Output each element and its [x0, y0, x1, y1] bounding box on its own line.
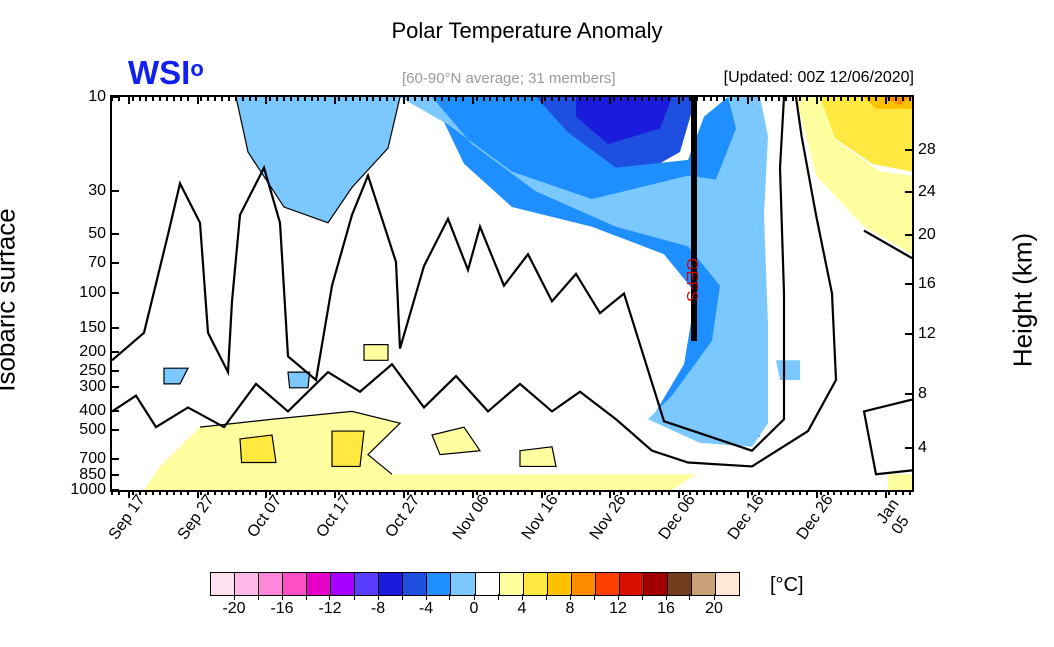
- y-left-axis-label: Isobaric surface: [0, 208, 22, 392]
- plot-area: GEFS 10305070100150200250300400500700850…: [110, 95, 914, 492]
- polar-temp-chart: Polar Temperature Anomaly [60-90°N avera…: [0, 0, 1054, 647]
- colorbar-cell: [259, 573, 283, 595]
- colorbar-label: -16: [270, 600, 293, 618]
- colorbar-cell: [283, 573, 307, 595]
- colorbar-cell: [620, 573, 644, 595]
- y-right-tick: 16: [918, 275, 936, 293]
- y-right-axis-label: Height (km): [1007, 233, 1038, 367]
- y-left-tick: 700: [79, 450, 106, 468]
- y-right-tick: 20: [918, 226, 936, 244]
- colorbar-label: -8: [371, 600, 385, 618]
- colorbar-cell: [644, 573, 668, 595]
- colorbar-ticks: -20 -16 -12 -8 -4 0 4 8 12 16 20: [210, 594, 738, 620]
- colorbar-cell: [476, 573, 500, 595]
- y-right-tick: 8: [918, 385, 927, 403]
- colorbar-cell: [548, 573, 572, 595]
- colorbar-cell: [379, 573, 403, 595]
- colorbar-cell: [500, 573, 524, 595]
- colorbar-cell: [235, 573, 259, 595]
- y-right-tick: 4: [918, 439, 927, 457]
- colorbar-label: 16: [657, 600, 675, 618]
- chart-subtitle: [60-90°N average; 31 members]: [402, 70, 616, 87]
- colorbar-label: 8: [566, 600, 575, 618]
- y-left-tick: 500: [79, 421, 106, 439]
- chart-title: Polar Temperature Anomaly: [0, 18, 1054, 44]
- colorbar-unit: [°C]: [770, 574, 804, 597]
- y-left-tick: 10: [88, 88, 106, 106]
- y-left-tick: 30: [88, 182, 106, 200]
- colorbar: [210, 572, 740, 596]
- colorbar-cell: [331, 573, 355, 595]
- wsi-text: WSI: [128, 54, 190, 91]
- y-left-tick: 1000: [70, 481, 106, 499]
- colorbar-cell: [716, 573, 739, 595]
- colorbar-label: 20: [705, 600, 723, 618]
- colorbar-cell: [692, 573, 716, 595]
- gefs-divider: [691, 97, 697, 341]
- y-left-tick: 70: [88, 254, 106, 272]
- colorbar-label: -4: [419, 600, 433, 618]
- colorbar-cell: [355, 573, 379, 595]
- y-left-tick: 100: [79, 284, 106, 302]
- colorbar-cell: [307, 573, 331, 595]
- colorbar-cell: [403, 573, 427, 595]
- colorbar-cell: [668, 573, 692, 595]
- colorbar-cell: [427, 573, 451, 595]
- y-left-tick: 150: [79, 319, 106, 337]
- y-right-tick: 28: [918, 141, 936, 159]
- updated-label: [Updated: 00Z 12/06/2020]: [724, 69, 914, 87]
- colorbar-label: 4: [518, 600, 527, 618]
- y-left-tick: 50: [88, 225, 106, 243]
- y-left-tick: 300: [79, 378, 106, 396]
- colorbar-label: -12: [318, 600, 341, 618]
- y-right-tick: 24: [918, 183, 936, 201]
- y-left-tick: 200: [79, 343, 106, 361]
- colorbar-label: 12: [609, 600, 627, 618]
- wsi-logo: WSIo: [128, 54, 204, 92]
- contour-svg: [112, 97, 912, 490]
- colorbar-cell: [451, 573, 475, 595]
- y-right-tick: 12: [918, 325, 936, 343]
- colorbar-cell: [524, 573, 548, 595]
- colorbar-cell: [572, 573, 596, 595]
- colorbar-cell: [211, 573, 235, 595]
- colorbar-label: -20: [222, 600, 245, 618]
- colorbar-cell: [596, 573, 620, 595]
- gefs-label: GEFS: [682, 258, 700, 302]
- colorbar-label: 0: [470, 600, 479, 618]
- wsi-sup: o: [190, 56, 203, 81]
- y-left-tick: 400: [79, 402, 106, 420]
